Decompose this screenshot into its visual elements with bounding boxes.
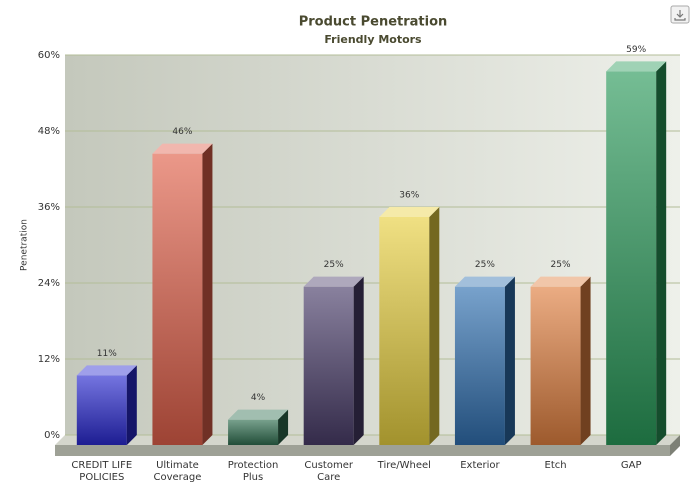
bar [228, 419, 279, 445]
chart-title: Product Penetration [299, 15, 448, 30]
bar-top [76, 365, 137, 376]
y-tick-label: 12% [38, 354, 60, 365]
bar-side [202, 143, 213, 445]
x-tick-label: Ultimate Coverage [153, 460, 202, 483]
x-tick-label: GAP [620, 460, 642, 471]
bar-side [126, 365, 137, 445]
value-label: 11% [97, 349, 117, 359]
y-tick-label: 60% [38, 50, 60, 61]
value-label: 59% [626, 45, 646, 55]
bar-side [656, 61, 667, 445]
y-tick-label: 24% [38, 278, 60, 289]
y-tick-label: 36% [38, 202, 60, 213]
bar-top [228, 409, 289, 420]
value-label: 25% [324, 260, 344, 270]
bar-top [152, 143, 213, 154]
value-label: 4% [251, 393, 266, 403]
value-label: 46% [172, 127, 192, 137]
bar-top [379, 207, 440, 217]
y-tick-label: 48% [38, 126, 60, 137]
x-tick-label: Customer Care [304, 460, 353, 483]
download-button[interactable] [670, 5, 690, 24]
bar [454, 286, 505, 445]
value-label: 25% [551, 260, 571, 270]
x-tick-label: Etch [544, 460, 567, 471]
value-label: 36% [399, 191, 419, 201]
bar-side [429, 207, 440, 445]
bar [152, 153, 203, 445]
value-label: 25% [475, 260, 495, 270]
bar [379, 217, 430, 445]
y-axis-title: Penetration [20, 219, 30, 271]
bar-side [580, 276, 591, 445]
floor-side [670, 435, 680, 456]
y-tick-label: 0% [44, 430, 60, 441]
bar [606, 71, 657, 445]
bar [76, 375, 127, 445]
bar-side [504, 276, 515, 445]
bar-top [454, 276, 515, 287]
chart-subtitle: Friendly Motors [324, 33, 422, 46]
x-tick-label: Protection Plus [227, 460, 279, 483]
bar [530, 286, 581, 445]
floor [55, 435, 680, 445]
x-tick-label: CREDIT LIFE POLICIES [71, 460, 133, 483]
floor-front [55, 445, 670, 456]
bar-side [353, 276, 364, 445]
bar-side [278, 409, 289, 445]
x-tick-label: Tire/Wheel [377, 460, 431, 471]
bar-top [606, 61, 667, 72]
x-tick-label: Exterior [460, 460, 500, 471]
bar-top [303, 276, 364, 287]
bar [303, 286, 354, 445]
bar-top [530, 276, 591, 287]
